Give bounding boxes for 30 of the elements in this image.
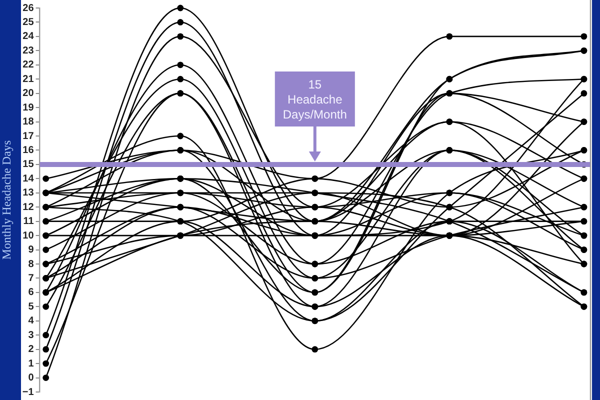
y-tick-label: 4 <box>28 316 34 327</box>
y-tick-label: 5 <box>28 301 34 312</box>
y-tick-label: 10 <box>22 230 34 242</box>
y-tick-label: 18 <box>22 116 34 128</box>
y-tick-label: 23 <box>22 45 34 56</box>
y-axis-title: Monthly Headache Days <box>0 140 14 260</box>
y-tick-label: 26 <box>22 2 34 14</box>
y-tick-label: 12 <box>22 202 34 213</box>
y-tick-label: 20 <box>22 88 34 100</box>
y-tick-label: 19 <box>22 102 34 114</box>
y-tick-label: 9 <box>28 244 34 256</box>
y-tick-label: 11 <box>23 216 34 228</box>
y-tick-label: 24 <box>22 31 34 42</box>
y-tick-label: 22 <box>22 60 34 71</box>
y-tick-label: 21 <box>22 74 34 85</box>
y-tick-label: 6 <box>28 287 34 298</box>
y-tick-label: 3 <box>28 330 34 341</box>
y-tick-label: −1 <box>22 386 34 398</box>
y-tick-label: 16 <box>22 144 34 156</box>
y-tick-label: 13 <box>22 188 34 199</box>
y-tick-label: 8 <box>28 258 34 270</box>
y-tick-label: 7 <box>28 272 34 284</box>
y-tick-label: 2 <box>28 344 34 356</box>
y-tick-label: 14 <box>22 173 34 184</box>
y-tick-label: 17 <box>22 130 34 142</box>
y-tick-label: 25 <box>22 16 34 28</box>
y-tick-label: 1 <box>28 358 34 370</box>
y-tick-label: 15 <box>22 159 34 170</box>
y-tick-label: 0 <box>28 372 34 384</box>
ref-line-label: 15 Headache Days/Month <box>282 77 347 122</box>
